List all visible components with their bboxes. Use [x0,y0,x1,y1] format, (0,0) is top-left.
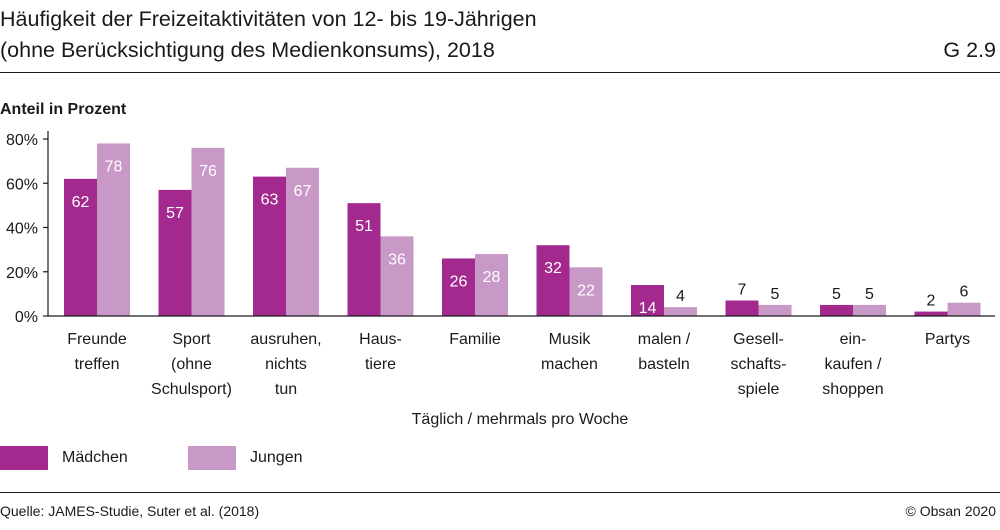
bar-jungen [475,254,508,316]
data-label: 62 [72,194,90,211]
bar-jungen [947,302,981,316]
category-label-line: malen / [638,331,691,348]
category-label-line: schafts- [730,356,786,373]
category-label-line: ein- [840,331,867,348]
y-tick-label: 0% [15,309,38,326]
category-label-line: tun [275,381,297,398]
y-axis-label: Anteil in Prozent [0,101,127,118]
data-label: 57 [166,205,184,222]
category-label: ein-kaufen / shoppen [822,331,883,398]
category-label-line: Gesell- [733,331,784,348]
category-label: Familie [449,331,501,348]
data-label: 6 [960,284,969,301]
legend-swatch-jungen [188,446,236,470]
source-note: Quelle: JAMES-Studie, Suter et al. (2018… [0,503,260,519]
category-label: Partys [925,331,970,348]
bar-mädchen [442,258,475,316]
category-label-line: Schulsport) [151,381,232,398]
category-label-line: shoppen [822,381,883,398]
category-label: Haus-tiere [359,331,402,373]
legend-swatch-maedchen [0,446,48,470]
category-label: Freunde treffen [67,331,127,373]
data-label: 7 [738,282,747,299]
top-rule [0,72,1000,73]
category-label-line: Sport [172,331,211,348]
category-label-line: (ohne [171,356,212,373]
x-axis-title: Täglich / mehrmals pro Woche [412,411,629,428]
bar-mädchen [725,300,759,316]
data-label: 76 [199,163,217,180]
category-label-line: machen [541,356,598,373]
category-label-line: nichts [265,356,307,373]
bar-jungen [97,143,130,316]
chart-title-line-1: Häufigkeit der Freizeitaktivitäten von 1… [0,7,537,31]
data-label: 51 [355,218,373,235]
category-label-line: kaufen / [825,356,882,373]
legend-label-maedchen: Mädchen [62,449,128,466]
bar-jungen [569,267,603,316]
bar-mädchen [64,178,97,316]
category-label: Sport (ohne Schulsport) [151,331,232,398]
category-label: ausruhen, nichts tun [250,331,321,398]
category-label-line: spiele [738,381,780,398]
data-label: 5 [832,286,841,303]
chart-title-line-2: (ohne Berücksichtigung des Medienkonsums… [0,38,495,62]
category-label-line: treffen [74,356,119,373]
bottom-rule [0,492,1000,493]
y-tick-label: 40% [6,221,38,238]
category-label-line: basteln [638,356,690,373]
category-label-line: Musik [549,331,592,348]
category-label: malen / basteln [638,331,691,373]
y-tick-label: 20% [6,265,38,282]
data-label: 28 [483,269,501,286]
category-label-line: Freunde [67,331,127,348]
data-label: 78 [105,158,123,175]
category-label: Musik machen [541,331,598,373]
bar-jungen [191,147,225,316]
data-label: 14 [639,300,657,317]
category-label: Gesell-schafts-spiele [730,331,786,398]
bar-mädchen [631,285,664,316]
data-label: 4 [676,288,685,305]
legend-item-maedchen: Mädchen [0,446,128,470]
bar-mädchen [253,176,286,316]
category-label-line: tiere [365,356,396,373]
copyright-note: © Obsan 2020 [905,503,997,519]
data-label: 26 [450,273,468,290]
bar-chart: 0% 20% 40% 60% 80% 62 57 63 51 26 32 14 7 5 2 78 76 67 36 2… [6,131,995,428]
data-label: 63 [261,192,279,209]
bar-jungen [286,167,319,316]
data-label: 67 [294,183,312,200]
data-label: 5 [865,286,874,303]
data-label: 5 [771,286,780,303]
category-label-line: Partys [925,331,970,348]
bar-jungen [380,236,414,316]
data-label: 2 [927,293,936,310]
data-label: 32 [544,260,562,277]
bar-mädchen [158,189,192,316]
chart-title: Häufigkeit der Freizeitaktivitäten von 1… [0,4,900,66]
y-tick-label: 60% [6,176,38,193]
data-label: 36 [388,251,406,268]
category-label-line: Familie [449,331,501,348]
bar-mädchen [820,304,853,316]
bar-mädchen [347,203,381,316]
figure-id: G 2.9 [943,38,996,62]
category-label-line: Haus- [359,331,402,348]
bar-jungen [853,304,886,316]
y-tick-label: 80% [6,132,38,149]
bar-mädchen [536,245,570,316]
legend-item-jungen: Jungen [188,446,303,470]
bar-mädchen [914,311,948,316]
data-label: 22 [577,282,595,299]
legend-label-jungen: Jungen [250,449,303,466]
bar-jungen [758,304,792,316]
category-label-line: ausruhen, [250,331,321,348]
bar-jungen [664,307,697,316]
